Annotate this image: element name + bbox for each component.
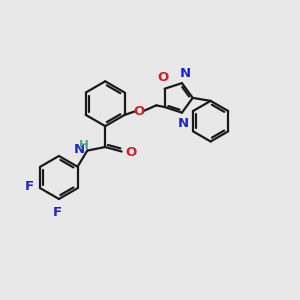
Text: O: O — [133, 105, 145, 118]
Text: O: O — [158, 71, 169, 84]
Text: N: N — [74, 143, 85, 156]
Text: F: F — [53, 206, 62, 218]
Text: H: H — [80, 139, 89, 152]
Text: N: N — [178, 117, 189, 130]
Text: N: N — [179, 67, 191, 80]
Text: O: O — [125, 146, 137, 160]
Text: F: F — [25, 180, 34, 193]
